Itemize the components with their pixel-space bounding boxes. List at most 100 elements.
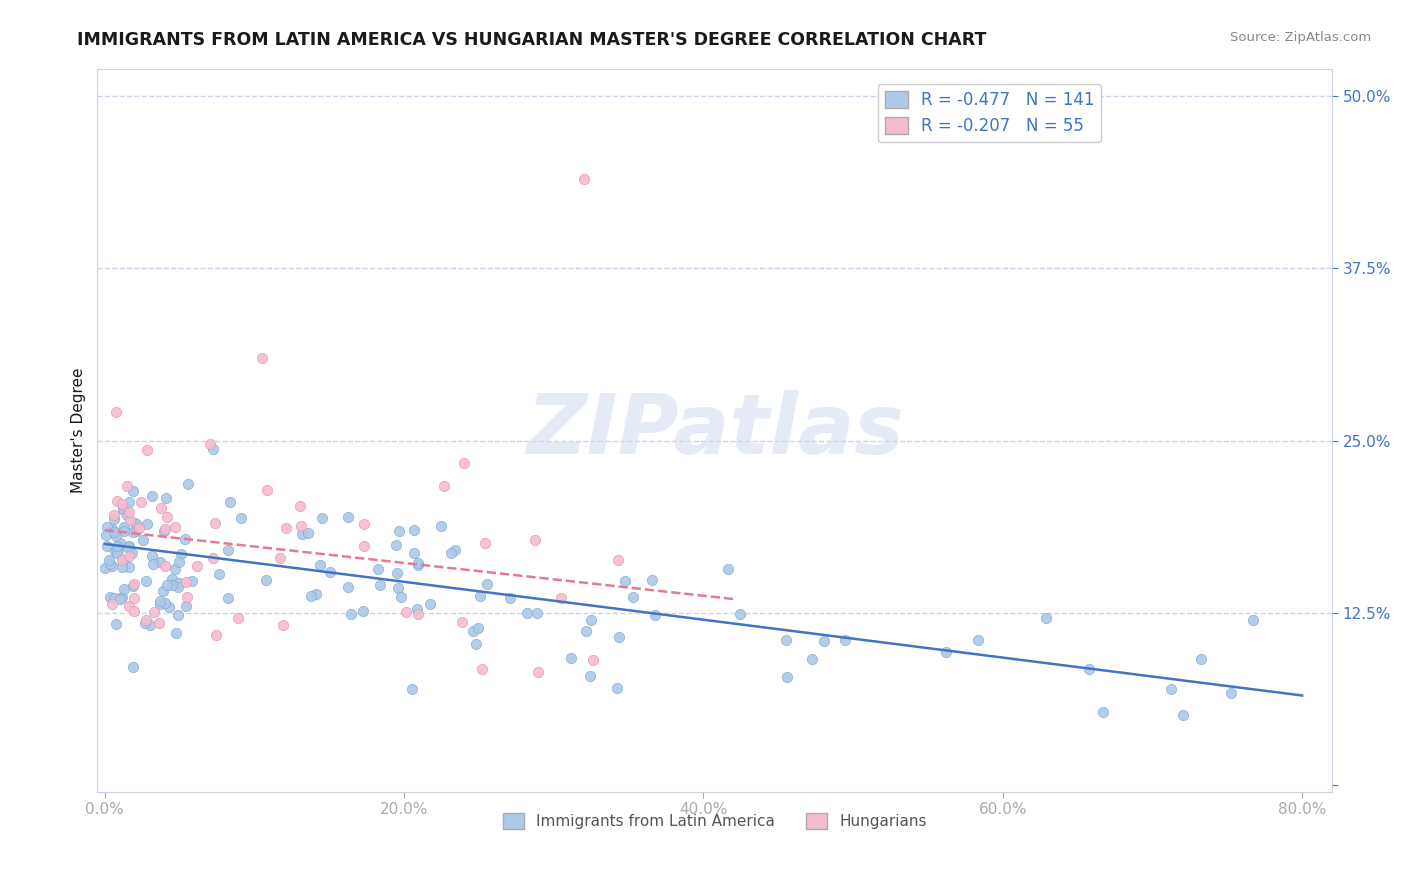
- Point: [122, 524, 145, 539]
- Point: [118, 549, 141, 563]
- Point: [96, 520, 118, 534]
- Point: [433, 479, 456, 493]
- Point: [353, 539, 375, 553]
- Point: [111, 553, 134, 567]
- Point: [174, 599, 197, 614]
- Point: [644, 608, 666, 623]
- Point: [621, 591, 644, 605]
- Point: [104, 544, 127, 558]
- Point: [1189, 652, 1212, 666]
- Point: [1160, 681, 1182, 696]
- Point: [401, 681, 423, 696]
- Point: [134, 616, 156, 631]
- Point: [124, 516, 146, 531]
- Point: [207, 566, 229, 581]
- Point: [800, 652, 823, 666]
- Point: [526, 606, 548, 620]
- Point: [967, 633, 990, 648]
- Point: [1035, 611, 1057, 625]
- Point: [118, 599, 141, 613]
- Point: [254, 574, 277, 588]
- Point: [389, 591, 412, 605]
- Point: [118, 495, 141, 509]
- Point: [96, 539, 118, 553]
- Point: [153, 524, 176, 539]
- Point: [153, 596, 176, 610]
- Point: [201, 551, 224, 566]
- Point: [103, 512, 125, 526]
- Point: [353, 517, 375, 532]
- Point: [112, 502, 135, 516]
- Point: [160, 572, 183, 586]
- Point: [575, 624, 598, 639]
- Point: [111, 553, 134, 567]
- Point: [276, 521, 298, 535]
- Point: [122, 605, 145, 619]
- Point: [115, 479, 138, 493]
- Point: [100, 597, 122, 611]
- Point: [135, 613, 157, 627]
- Point: [430, 518, 453, 533]
- Point: [318, 566, 340, 580]
- Point: [297, 526, 319, 541]
- Point: [167, 580, 190, 594]
- Point: [219, 495, 242, 509]
- Point: [125, 516, 148, 531]
- Point: [523, 533, 546, 547]
- Point: [387, 582, 409, 596]
- Point: [141, 549, 163, 563]
- Point: [935, 645, 957, 659]
- Point: [121, 579, 143, 593]
- Point: [468, 589, 491, 603]
- Point: [96, 528, 118, 542]
- Point: [1241, 613, 1264, 627]
- Point: [135, 574, 157, 588]
- Point: [728, 607, 751, 622]
- Point: [103, 591, 125, 605]
- Point: [118, 559, 141, 574]
- Point: [395, 605, 418, 619]
- Point: [170, 547, 193, 561]
- Point: [141, 489, 163, 503]
- Point: [1091, 706, 1114, 720]
- Point: [174, 533, 197, 547]
- Point: [250, 351, 273, 365]
- Point: [477, 577, 499, 591]
- Point: [1078, 662, 1101, 676]
- Point: [582, 653, 605, 667]
- Point: [465, 637, 488, 651]
- Legend: Immigrants from Latin America, Hungarians: Immigrants from Latin America, Hungarian…: [496, 806, 934, 835]
- Point: [340, 607, 363, 622]
- Point: [352, 604, 374, 618]
- Point: [204, 516, 226, 531]
- Point: [336, 510, 359, 524]
- Point: [572, 171, 595, 186]
- Point: [157, 599, 180, 614]
- Point: [1173, 708, 1195, 723]
- Point: [453, 456, 475, 470]
- Point: [385, 566, 408, 580]
- Point: [110, 560, 132, 574]
- Point: [560, 651, 582, 665]
- Point: [174, 575, 197, 590]
- Point: [107, 543, 129, 558]
- Point: [614, 574, 637, 588]
- Point: [451, 615, 474, 629]
- Point: [167, 575, 190, 590]
- Point: [122, 484, 145, 499]
- Point: [404, 523, 426, 537]
- Point: [122, 577, 145, 591]
- Point: [112, 524, 135, 539]
- Point: [118, 539, 141, 553]
- Point: [142, 605, 165, 619]
- Point: [526, 665, 548, 679]
- Point: [149, 555, 172, 569]
- Y-axis label: Master's Degree: Master's Degree: [72, 368, 86, 493]
- Point: [122, 660, 145, 674]
- Point: [165, 519, 187, 533]
- Point: [156, 578, 179, 592]
- Point: [132, 533, 155, 548]
- Point: [291, 527, 314, 541]
- Point: [471, 662, 494, 676]
- Point: [111, 591, 134, 605]
